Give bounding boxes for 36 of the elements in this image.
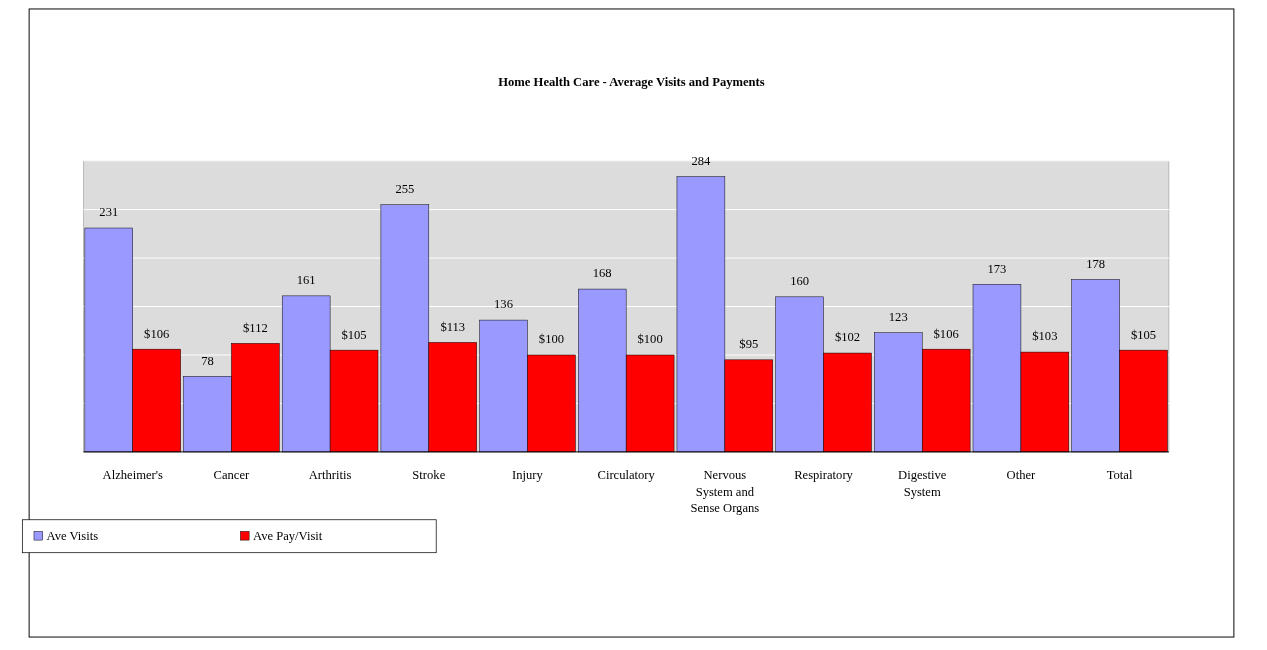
x-tick-label: Cancer [213, 468, 251, 483]
x-tick-label: Alzheimer's [102, 468, 163, 483]
data-label: 136 [494, 297, 513, 312]
data-label: $100 [637, 332, 663, 347]
data-label: $103 [1032, 329, 1058, 344]
x-tick-label: Digestive System [898, 468, 947, 499]
data-label: $95 [739, 337, 759, 352]
x-tick-label: Arthritis [308, 468, 352, 483]
x-tick-label: Injury [512, 468, 544, 483]
data-label: $105 [341, 327, 367, 342]
data-label: 168 [592, 266, 612, 281]
x-tick-label: Circulatory [597, 468, 656, 483]
x-tick-label: Total [1106, 468, 1133, 483]
data-label: $106 [144, 326, 170, 341]
x-tick-label: Other [1006, 468, 1037, 483]
data-label: $112 [243, 320, 268, 335]
data-label: 231 [99, 205, 119, 220]
data-label: $102 [834, 330, 861, 345]
data-label: 173 [987, 261, 1007, 276]
x-tick-label: Respiratory [794, 468, 854, 483]
legend-label: Ave Pay/Visit [253, 529, 323, 544]
legend-label: Ave Visits [46, 529, 99, 544]
x-tick-label: Stroke [412, 468, 446, 483]
data-label: 178 [1086, 256, 1106, 271]
data-label: 255 [395, 182, 415, 197]
data-label: 78 [201, 353, 214, 368]
x-tick-label: Nervous System and Sense Organs [690, 468, 760, 515]
data-label: $113 [440, 319, 466, 334]
data-label: $100 [538, 332, 565, 347]
data-label: 284 [691, 154, 712, 169]
chart-title: Home Health Care - Average Visits and Payments [498, 74, 765, 89]
data-label: 161 [296, 273, 316, 288]
data-label: $106 [933, 326, 959, 341]
data-label: 160 [790, 274, 810, 289]
data-label: $105 [1130, 327, 1157, 342]
data-label: 123 [888, 310, 908, 325]
